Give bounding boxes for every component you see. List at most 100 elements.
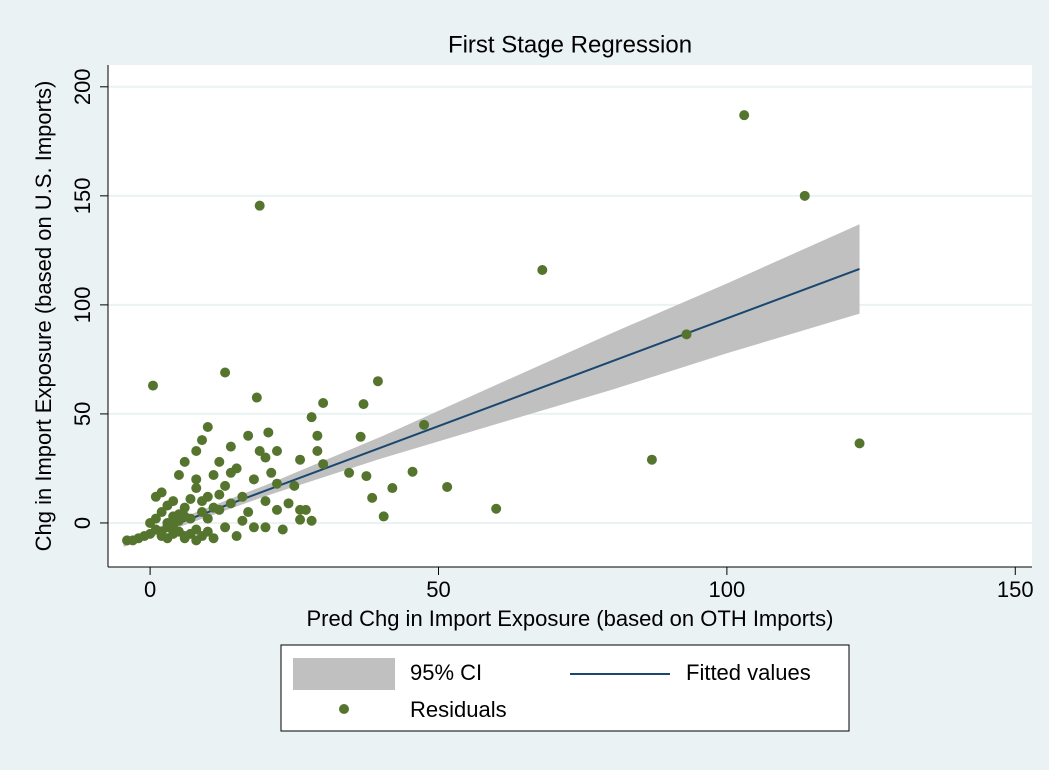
point <box>208 533 219 544</box>
point <box>419 419 430 430</box>
point <box>202 513 213 524</box>
y-tick-label: 100 <box>70 287 95 324</box>
point <box>147 380 158 391</box>
point <box>739 110 750 121</box>
point <box>237 515 248 526</box>
ci-band <box>123 224 860 547</box>
point <box>156 526 167 537</box>
x-tick-label: 100 <box>709 577 746 602</box>
point <box>225 467 236 478</box>
point <box>197 507 208 518</box>
point <box>185 493 196 504</box>
y-tick-label: 150 <box>70 177 95 214</box>
y-tick-label: 0 <box>70 517 95 529</box>
point <box>179 456 190 467</box>
x-tick-label: 50 <box>426 577 450 602</box>
legend-label: 95% CI <box>410 660 482 685</box>
point <box>263 427 274 438</box>
point <box>306 412 317 423</box>
chart-title: First Stage Regression <box>448 31 692 58</box>
point <box>306 515 317 526</box>
point <box>237 491 248 502</box>
point <box>491 503 502 514</box>
point <box>220 367 231 378</box>
point <box>214 456 225 467</box>
point <box>214 489 225 500</box>
point <box>537 264 548 275</box>
x-tick-label: 0 <box>144 577 156 602</box>
point <box>208 502 219 513</box>
point <box>646 454 657 465</box>
y-axis-title: Chg in Import Exposure (based on U.S. Im… <box>31 81 56 552</box>
y-tick-label: 200 <box>70 68 95 105</box>
point <box>248 522 259 533</box>
point <box>150 513 161 524</box>
point <box>191 445 202 456</box>
point <box>854 438 865 449</box>
point <box>191 524 202 535</box>
y-tick-label: 50 <box>70 402 95 426</box>
point <box>243 430 254 441</box>
grid <box>108 85 1032 524</box>
point <box>295 454 306 465</box>
point <box>260 496 271 507</box>
point <box>372 376 383 387</box>
point <box>173 509 184 520</box>
point <box>254 445 265 456</box>
point <box>179 502 190 513</box>
point <box>407 466 418 477</box>
point <box>179 533 190 544</box>
x-tick-label: 150 <box>997 577 1034 602</box>
point <box>225 441 236 452</box>
point <box>260 522 271 533</box>
point <box>355 431 366 442</box>
point <box>271 504 282 515</box>
point <box>361 471 372 482</box>
plot-area <box>108 65 1032 567</box>
point <box>225 498 236 509</box>
point <box>254 200 265 211</box>
point <box>220 480 231 491</box>
point <box>295 504 306 515</box>
point <box>208 469 219 480</box>
point <box>318 398 329 409</box>
point <box>378 511 389 522</box>
point <box>271 478 282 489</box>
point <box>191 483 202 494</box>
point <box>387 483 398 494</box>
point <box>191 535 202 546</box>
point <box>162 517 173 528</box>
point <box>248 474 259 485</box>
point <box>442 481 453 492</box>
point <box>251 392 262 403</box>
point <box>197 435 208 446</box>
point <box>358 399 369 410</box>
legend-swatch <box>339 704 349 714</box>
point <box>271 445 282 456</box>
point <box>243 507 254 518</box>
point <box>220 522 231 533</box>
point <box>295 514 306 525</box>
point <box>231 531 242 542</box>
legend-swatch <box>293 658 395 690</box>
x-axis-title: Pred Chg in Import Exposure (based on OT… <box>307 606 834 631</box>
point <box>156 507 167 518</box>
marks <box>122 110 865 547</box>
point <box>312 445 323 456</box>
point <box>344 467 355 478</box>
point <box>283 498 294 509</box>
point <box>197 496 208 507</box>
legend: 95% CI Fitted values Residuals <box>293 658 811 722</box>
axes: 0 50 100 150 200 0 50 100 150 <box>70 65 1034 602</box>
point <box>168 496 179 507</box>
legend-label: Residuals <box>410 697 507 722</box>
point <box>289 480 300 491</box>
point <box>260 452 271 463</box>
point <box>202 421 213 432</box>
point <box>266 467 277 478</box>
legend-label: Fitted values <box>686 660 811 685</box>
point <box>202 526 213 537</box>
point <box>318 459 329 470</box>
